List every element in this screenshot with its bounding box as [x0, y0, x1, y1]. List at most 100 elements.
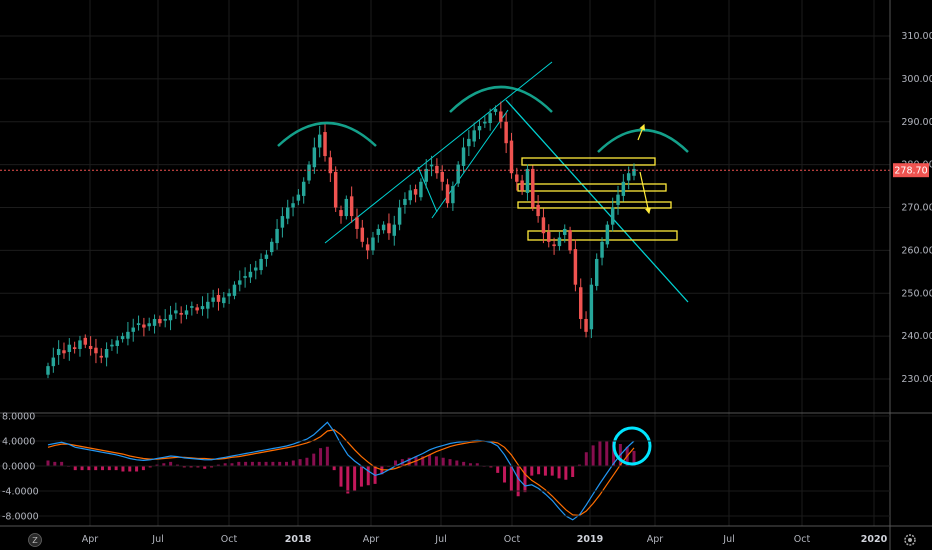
macd-tick-label: 0.0000 — [2, 462, 35, 473]
candle — [94, 338, 98, 364]
breakdown-arrow — [639, 171, 651, 215]
candle — [419, 178, 423, 201]
candle — [211, 289, 215, 308]
macd-histogram-bar — [141, 466, 145, 471]
candle — [616, 185, 620, 215]
candle — [158, 315, 162, 327]
time-tick-label: Jul — [151, 534, 163, 545]
candle — [445, 178, 450, 208]
candle — [547, 224, 551, 248]
price-axis[interactable]: 230.00240.00250.00260.00270.00280.00290.… — [901, 31, 932, 385]
candle — [291, 196, 295, 217]
candle — [621, 174, 626, 202]
macd-histogram-bar — [319, 448, 323, 466]
candle — [397, 199, 402, 231]
candle — [328, 150, 333, 182]
macd-histogram-bar — [496, 466, 500, 473]
macd-histogram-bar — [298, 459, 302, 466]
time-tick-label: Oct — [221, 534, 238, 545]
candle — [456, 161, 460, 187]
candle — [461, 137, 466, 173]
candle — [126, 321, 130, 346]
time-tick-label: Jul — [722, 534, 734, 545]
macd-histogram-bar — [312, 453, 316, 466]
wedge-connector-line — [417, 166, 438, 213]
candle — [195, 303, 199, 314]
macd-histogram-bar — [584, 452, 588, 466]
macd-histogram-bar — [366, 466, 370, 486]
gear-icon[interactable] — [904, 534, 916, 546]
candle — [62, 342, 66, 359]
candle — [493, 105, 498, 116]
candle — [312, 137, 317, 174]
macd-histogram-bar — [468, 463, 472, 466]
macd-tick-label: -4.0000 — [2, 487, 39, 498]
time-tick-label: Jul — [434, 534, 446, 545]
candle — [413, 184, 418, 203]
timezone-button[interactable]: Z — [28, 533, 42, 547]
time-axis[interactable]: Apr Jul Oct 2018 Apr Jul Oct 2019 Apr Jul Oct 2020 — [82, 534, 888, 545]
macd-histogram-bar — [557, 466, 561, 479]
macd-histogram-bar — [475, 463, 479, 466]
candle — [285, 199, 290, 225]
macd-histogram-bar — [60, 461, 64, 466]
price-tick-label: 310.00 — [901, 31, 932, 42]
resistance-box — [521, 157, 656, 166]
time-tick-label: 2020 — [861, 534, 888, 545]
candle — [174, 302, 178, 319]
candle — [568, 226, 572, 254]
macd-histogram-bar — [455, 460, 459, 466]
breakout-up-arrow — [637, 123, 646, 141]
macd-histogram-bar — [101, 466, 105, 471]
candle — [136, 315, 141, 331]
price-tick-label: 290.00 — [901, 117, 932, 128]
time-tick-label: 2018 — [285, 534, 312, 545]
candle — [216, 288, 221, 311]
macd-histogram-bar — [169, 461, 173, 466]
candle — [72, 341, 77, 354]
macd-histogram-bar — [128, 466, 132, 472]
macd-histogram-bar — [53, 461, 57, 466]
macd-histogram-bar — [332, 466, 336, 471]
candle — [142, 317, 146, 337]
candle — [168, 305, 173, 331]
candle — [232, 281, 237, 300]
candle — [120, 332, 125, 343]
macd-histogram-bar — [509, 466, 513, 491]
price-tick-label: 240.00 — [901, 331, 932, 342]
macd-histogram-bar — [571, 466, 575, 477]
macd-histogram-bar — [250, 461, 254, 466]
candle — [51, 347, 56, 373]
candle — [392, 215, 397, 246]
macd-histogram-bar — [305, 457, 309, 466]
candle — [184, 304, 189, 320]
descending-trendline — [505, 99, 689, 303]
macd-histogram-bar — [605, 441, 609, 466]
candle — [424, 159, 428, 189]
candle — [238, 270, 242, 292]
macd-axis[interactable]: 8.0000 4.0000 0.0000 -4.0000 -8.0000 — [0, 412, 890, 523]
time-tick-label: Apr — [647, 534, 664, 545]
macd-histogram-bar — [223, 463, 227, 466]
price-tick-label: 230.00 — [901, 374, 932, 385]
macd-histogram-bar — [503, 466, 507, 483]
macd-histogram-bar — [434, 456, 438, 466]
resistance-box — [517, 183, 667, 192]
macd-histogram-bar — [80, 466, 84, 471]
macd-histogram-bar — [107, 466, 111, 471]
macd-histogram-bar — [543, 466, 547, 476]
candle — [403, 192, 407, 214]
macd-histogram-bar — [441, 457, 445, 466]
candle — [520, 174, 524, 195]
candle — [355, 208, 359, 239]
macd-histogram-bar — [196, 466, 200, 468]
candle — [632, 163, 636, 181]
macd-histogram-bar — [257, 461, 261, 466]
candle — [515, 167, 519, 191]
macd-histogram-bar — [346, 466, 350, 494]
candle — [222, 291, 226, 308]
candle — [477, 119, 482, 140]
candle — [78, 335, 82, 357]
candle — [307, 161, 311, 184]
